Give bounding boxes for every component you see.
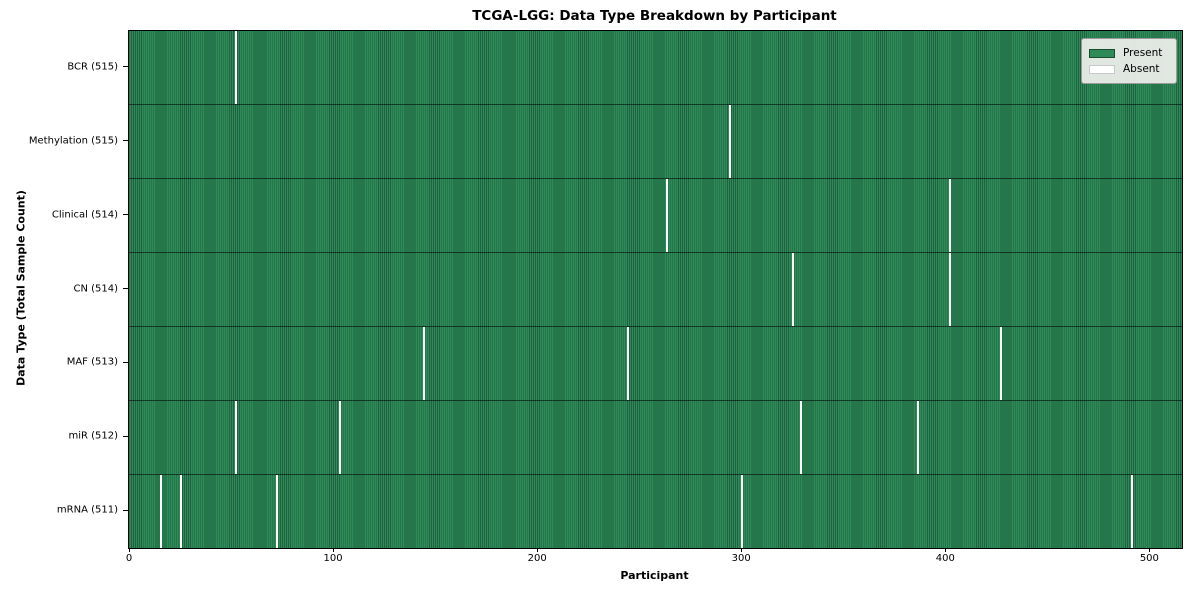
- y-tick-mark: [123, 66, 128, 68]
- absent-stripe-cn-402: [949, 253, 952, 326]
- row-clinical: [129, 178, 1182, 252]
- row-maf: [129, 326, 1182, 400]
- absent-stripe-mir-103: [339, 401, 342, 474]
- y-tick-mark: [123, 361, 128, 363]
- absent-stripe-cn-325: [792, 253, 795, 326]
- legend-swatch-absent: [1089, 64, 1115, 74]
- absent-stripe-mrna-15: [159, 475, 162, 548]
- absent-stripe-mir-329: [800, 401, 803, 474]
- x-tick-label-100: 100: [323, 553, 343, 564]
- y-tick-label-cn: CN (514): [73, 283, 118, 294]
- x-tick-mark: [333, 548, 335, 552]
- y-tick-label-maf: MAF (513): [66, 356, 118, 368]
- y-tick-label-bcr: BCR (515): [67, 61, 118, 73]
- absent-stripe-mrna-300: [741, 475, 744, 548]
- x-tick-label-400: 400: [935, 553, 955, 564]
- chart-title: TCGA-LGG: Data Type Breakdown by Partici…: [472, 8, 837, 24]
- legend: Present Absent: [1081, 38, 1177, 84]
- absent-stripe-mrna-25: [180, 475, 183, 548]
- y-tick-mark: [123, 214, 128, 216]
- y-tick-mark: [123, 435, 128, 437]
- row-cn: [129, 252, 1182, 326]
- y-tick-label-methylation: Methylation (515): [28, 135, 118, 147]
- row-bcr: [129, 31, 1182, 104]
- row-mrna: [129, 474, 1182, 548]
- plot-area: [128, 30, 1183, 549]
- absent-stripe-maf-427: [1000, 327, 1003, 400]
- x-tick-mark: [129, 548, 131, 552]
- absent-stripe-mir-386: [916, 401, 919, 474]
- absent-stripe-mir-52: [235, 401, 238, 474]
- absent-stripe-clinical-263: [665, 179, 668, 252]
- legend-entry-present: Present: [1089, 45, 1168, 61]
- x-tick-mark: [741, 548, 743, 552]
- x-tick-mark: [537, 548, 539, 552]
- row-mir: [129, 400, 1182, 474]
- absent-stripe-maf-144: [422, 327, 425, 400]
- x-tick-label-0: 0: [125, 553, 133, 564]
- absent-stripe-maf-244: [626, 327, 629, 400]
- y-tick-mark: [123, 140, 128, 142]
- absent-stripe-mrna-491: [1130, 475, 1133, 548]
- x-tick-mark: [1149, 548, 1151, 552]
- x-axis-title: Participant: [620, 569, 689, 582]
- legend-label: Absent: [1123, 63, 1160, 75]
- x-tick-label-200: 200: [527, 553, 547, 564]
- y-tick-label-clinical: Clinical (514): [51, 209, 118, 221]
- absent-stripe-mrna-72: [275, 475, 278, 548]
- y-tick-label-mrna: mRNA (511): [56, 504, 118, 516]
- legend-label: Present: [1123, 47, 1163, 59]
- row-methylation: [129, 104, 1182, 178]
- absent-stripe-bcr-52: [235, 31, 238, 104]
- absent-stripe-clinical-402: [949, 179, 952, 252]
- y-tick-mark: [123, 288, 128, 289]
- y-tick-mark: [123, 509, 128, 511]
- x-tick-mark: [945, 548, 947, 552]
- x-tick-label-500: 500: [1139, 553, 1159, 564]
- legend-entry-absent: Absent: [1089, 61, 1168, 77]
- x-tick-label-300: 300: [731, 553, 751, 564]
- legend-swatch-present: [1089, 48, 1115, 58]
- absent-stripe-methylation-294: [728, 105, 731, 178]
- y-tick-label-mir: miR (512): [68, 430, 118, 442]
